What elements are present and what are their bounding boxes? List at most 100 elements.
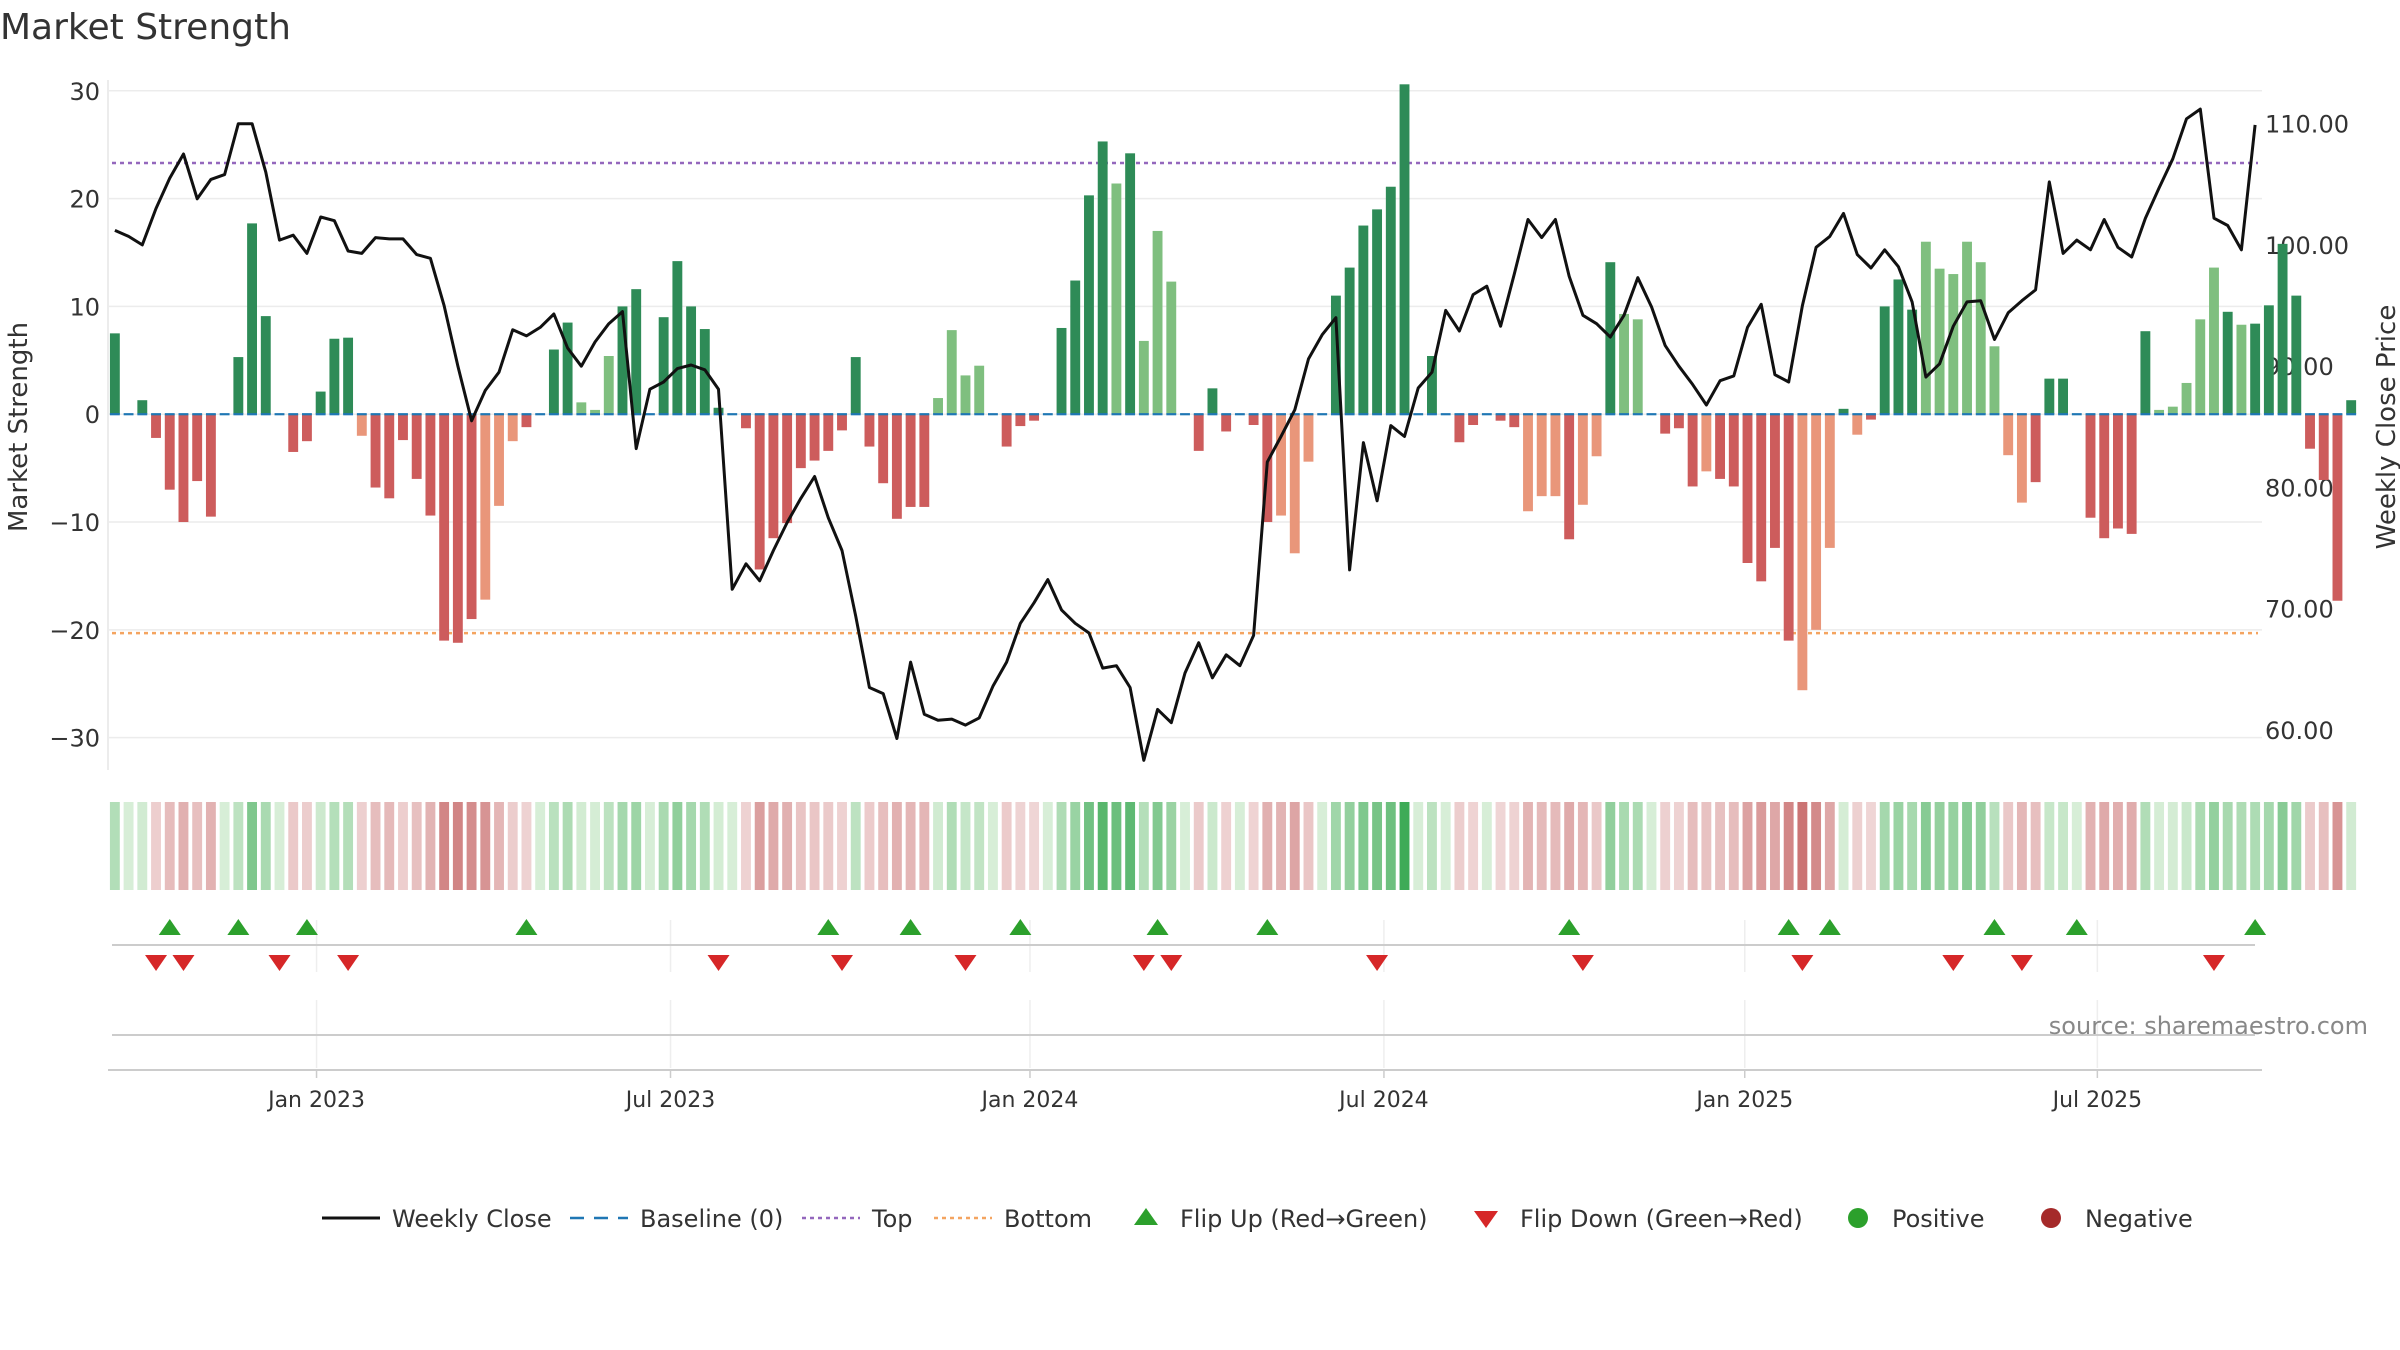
strength-bar bbox=[1248, 414, 1259, 425]
heat-cell bbox=[192, 802, 203, 890]
strength-bar bbox=[2085, 414, 2096, 518]
heat-cell bbox=[864, 802, 875, 890]
heat-cell bbox=[1221, 802, 1232, 890]
strength-bar bbox=[2222, 311, 2233, 415]
strength-bar bbox=[1125, 153, 1136, 415]
heat-cell bbox=[2305, 802, 2315, 890]
flip-down-marker bbox=[268, 955, 291, 971]
heat-cell bbox=[1907, 802, 1918, 890]
legend-item: Baseline (0) bbox=[570, 1205, 783, 1233]
heat-cell bbox=[1042, 802, 1053, 890]
heat-cell bbox=[151, 802, 161, 890]
heat-cell bbox=[1029, 802, 1040, 890]
strength-bar bbox=[754, 414, 765, 570]
left-tick-label: 20 bbox=[69, 186, 100, 214]
strength-bar bbox=[2126, 414, 2137, 534]
heat-cell bbox=[1138, 802, 1149, 890]
heat-cell bbox=[1523, 802, 1533, 890]
strength-bar bbox=[178, 414, 189, 523]
left-axis-label: Market Strength bbox=[4, 322, 34, 532]
heat-cell bbox=[2030, 802, 2041, 890]
strength-bar bbox=[2113, 414, 2123, 529]
heat-cell bbox=[1591, 802, 1602, 890]
heat-cell bbox=[2058, 802, 2069, 890]
strength-bar bbox=[2250, 323, 2261, 415]
heat-cell bbox=[205, 802, 216, 890]
heat-cell bbox=[754, 802, 765, 890]
strength-bar bbox=[590, 409, 600, 415]
strength-bar bbox=[137, 400, 148, 415]
flip-up-marker bbox=[817, 919, 840, 935]
flip-panel bbox=[112, 919, 2267, 972]
heat-cell bbox=[2099, 802, 2110, 890]
heat-cell bbox=[782, 802, 793, 890]
flip-up-marker bbox=[2065, 919, 2088, 935]
strength-bar bbox=[1152, 230, 1163, 415]
heat-cell bbox=[356, 802, 367, 890]
strength-bar bbox=[1866, 414, 1876, 420]
heat-cell bbox=[2291, 802, 2302, 890]
heat-cell bbox=[1454, 802, 1465, 890]
flip-up-marker bbox=[295, 919, 318, 935]
right-tick-label: 60.00 bbox=[2265, 717, 2334, 745]
heat-cell bbox=[109, 802, 120, 890]
heat-cell bbox=[2263, 802, 2274, 890]
strength-bar bbox=[919, 414, 930, 507]
heat-cell bbox=[2195, 802, 2206, 890]
strength-bar bbox=[109, 333, 120, 415]
heat-cell bbox=[1193, 802, 1204, 890]
heat-cell bbox=[1180, 802, 1190, 890]
strength-bar bbox=[823, 414, 834, 451]
heat-cell bbox=[850, 802, 861, 890]
strength-bar bbox=[2332, 414, 2343, 601]
heat-cell bbox=[576, 802, 587, 890]
strength-bar bbox=[1207, 388, 1218, 415]
strength-bar bbox=[2003, 414, 2014, 456]
strength-bar bbox=[1221, 414, 1232, 432]
strength-bar bbox=[1276, 414, 1286, 516]
heat-cell bbox=[1289, 802, 1300, 890]
heat-cell bbox=[521, 802, 532, 890]
strength-bar bbox=[2318, 414, 2329, 480]
strength-bar bbox=[1564, 414, 1575, 540]
heat-cell bbox=[1303, 802, 1314, 890]
heat-cell bbox=[590, 802, 600, 890]
flip-down-marker bbox=[831, 955, 854, 971]
strength-bar bbox=[1111, 183, 1122, 415]
heat-cell bbox=[1989, 802, 2000, 890]
strength-bar bbox=[2058, 378, 2069, 415]
strength-bar bbox=[1701, 414, 1712, 472]
x-tick-label: Jul 2025 bbox=[2051, 1088, 2143, 1113]
flip-up-marker bbox=[1558, 919, 1581, 935]
heat-cell bbox=[466, 802, 477, 890]
left-tick-label: −30 bbox=[49, 725, 100, 753]
flip-up-marker bbox=[1777, 919, 1800, 935]
heat-cell bbox=[123, 802, 134, 890]
heat-cell bbox=[1440, 802, 1451, 890]
heat-cell bbox=[933, 802, 943, 890]
strength-bar bbox=[398, 414, 408, 441]
strength-bar bbox=[370, 414, 381, 488]
strength-bar bbox=[1399, 84, 1410, 415]
flip-up-marker bbox=[899, 919, 922, 935]
heat-cell bbox=[2071, 802, 2082, 890]
strength-bar bbox=[850, 357, 861, 415]
heat-cell bbox=[2140, 802, 2151, 890]
flip-markers bbox=[145, 919, 2267, 971]
strength-heat-strip bbox=[109, 802, 2357, 890]
heat-cell bbox=[1797, 802, 1808, 890]
left-tick-label: 0 bbox=[85, 401, 100, 429]
strength-bars bbox=[109, 84, 2357, 691]
strength-bar bbox=[1962, 241, 1972, 415]
flip-down-marker bbox=[2202, 955, 2225, 971]
flip-up-marker bbox=[2244, 919, 2267, 935]
heat-cell bbox=[1372, 802, 1383, 890]
heat-cell bbox=[1084, 802, 1094, 890]
strength-bar bbox=[315, 391, 326, 415]
heat-cell bbox=[658, 802, 669, 890]
heat-cell bbox=[2126, 802, 2137, 890]
strength-bar bbox=[1358, 225, 1369, 415]
heat-cell bbox=[1509, 802, 1520, 890]
